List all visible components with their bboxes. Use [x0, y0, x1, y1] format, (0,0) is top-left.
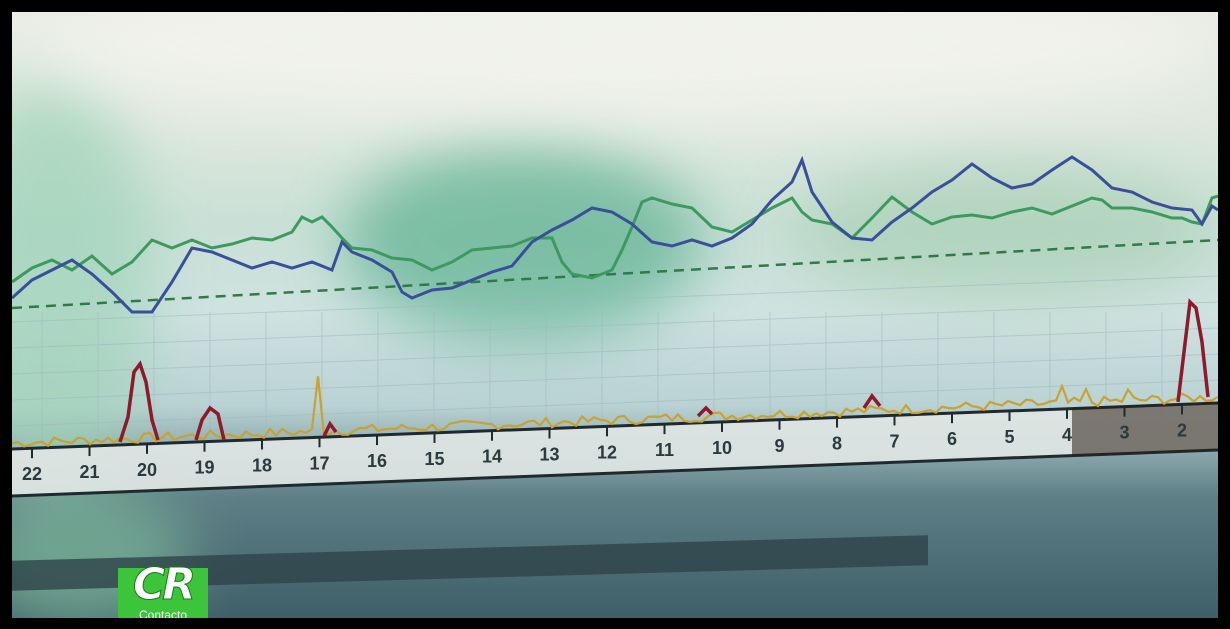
red-spikes: [118, 298, 1210, 443]
ruler-tick-label: 19: [194, 458, 214, 478]
red-spike: [322, 420, 338, 437]
ruler-tick-label: 3: [1119, 423, 1129, 443]
dashed-trend-line: [12, 238, 1218, 310]
ruler-tick-label: 17: [309, 453, 329, 473]
red-spike: [696, 405, 714, 418]
ruler-tick-label: 2: [1177, 420, 1187, 440]
logo-caption: Contacto: [138, 608, 188, 618]
ruler-tick-label: 4: [1062, 425, 1072, 445]
grid-line: [12, 379, 1218, 427]
ruler-tick-label: 7: [889, 431, 899, 451]
ruler-tick-label: 8: [832, 434, 842, 454]
grid-line: [12, 275, 1218, 323]
chart-graphic: 22 21 20 19 18 17 16 15 14 13 12 11 10 9 8 7 6 5 4 3 2: [12, 155, 1218, 498]
ruler-tick-label: 22: [22, 464, 42, 484]
grid-line: [12, 353, 1218, 401]
ruler-bottom-edge: [12, 448, 1218, 498]
channel-logo: CR Contacto: [118, 559, 208, 618]
ruler-tick-label: 13: [539, 445, 559, 465]
ruler-top-edge: [12, 401, 1218, 451]
red-spike: [194, 405, 226, 441]
logo-mark: CR: [132, 559, 196, 610]
ruler-tick-label: 20: [137, 460, 157, 480]
ruler-tick-label: 5: [1004, 427, 1014, 447]
ruler-tick-label: 10: [712, 438, 732, 458]
ruler-tick-label: 9: [774, 436, 784, 456]
ruler-tick-label: 16: [367, 451, 387, 471]
red-spike: [118, 360, 160, 443]
chart-scene: 22 21 20 19 18 17 16 15 14 13 12 11 10 9 8 7 6 5 4 3 2 CR Co…: [12, 12, 1218, 618]
green-series-line: [12, 194, 1218, 284]
ruler-tick-label: 6: [947, 429, 957, 449]
blue-series-line: [12, 155, 1218, 314]
red-spike: [1176, 298, 1210, 403]
grid: [12, 275, 1218, 442]
ruler-band: [12, 404, 1218, 496]
red-spike: [862, 393, 882, 409]
ruler-tick-label: 15: [424, 449, 444, 469]
ruler-tick-label: 18: [252, 455, 272, 475]
ruler-dark-overlay: [1072, 402, 1218, 456]
ruler-tick-label: 14: [482, 447, 502, 467]
grid-line: [12, 301, 1218, 349]
ruler-tick-label: 11: [655, 440, 674, 460]
ruler-tick-label: 12: [597, 442, 617, 462]
grid-line: [12, 327, 1218, 375]
ruler-tick-label: 21: [79, 462, 99, 482]
ruler-ticks: 22 21 20 19 18 17 16 15 14 13 12 11 10 9 8 7 6 5 4 3 2: [22, 404, 1187, 484]
yellow-noise-line: [12, 376, 1218, 448]
